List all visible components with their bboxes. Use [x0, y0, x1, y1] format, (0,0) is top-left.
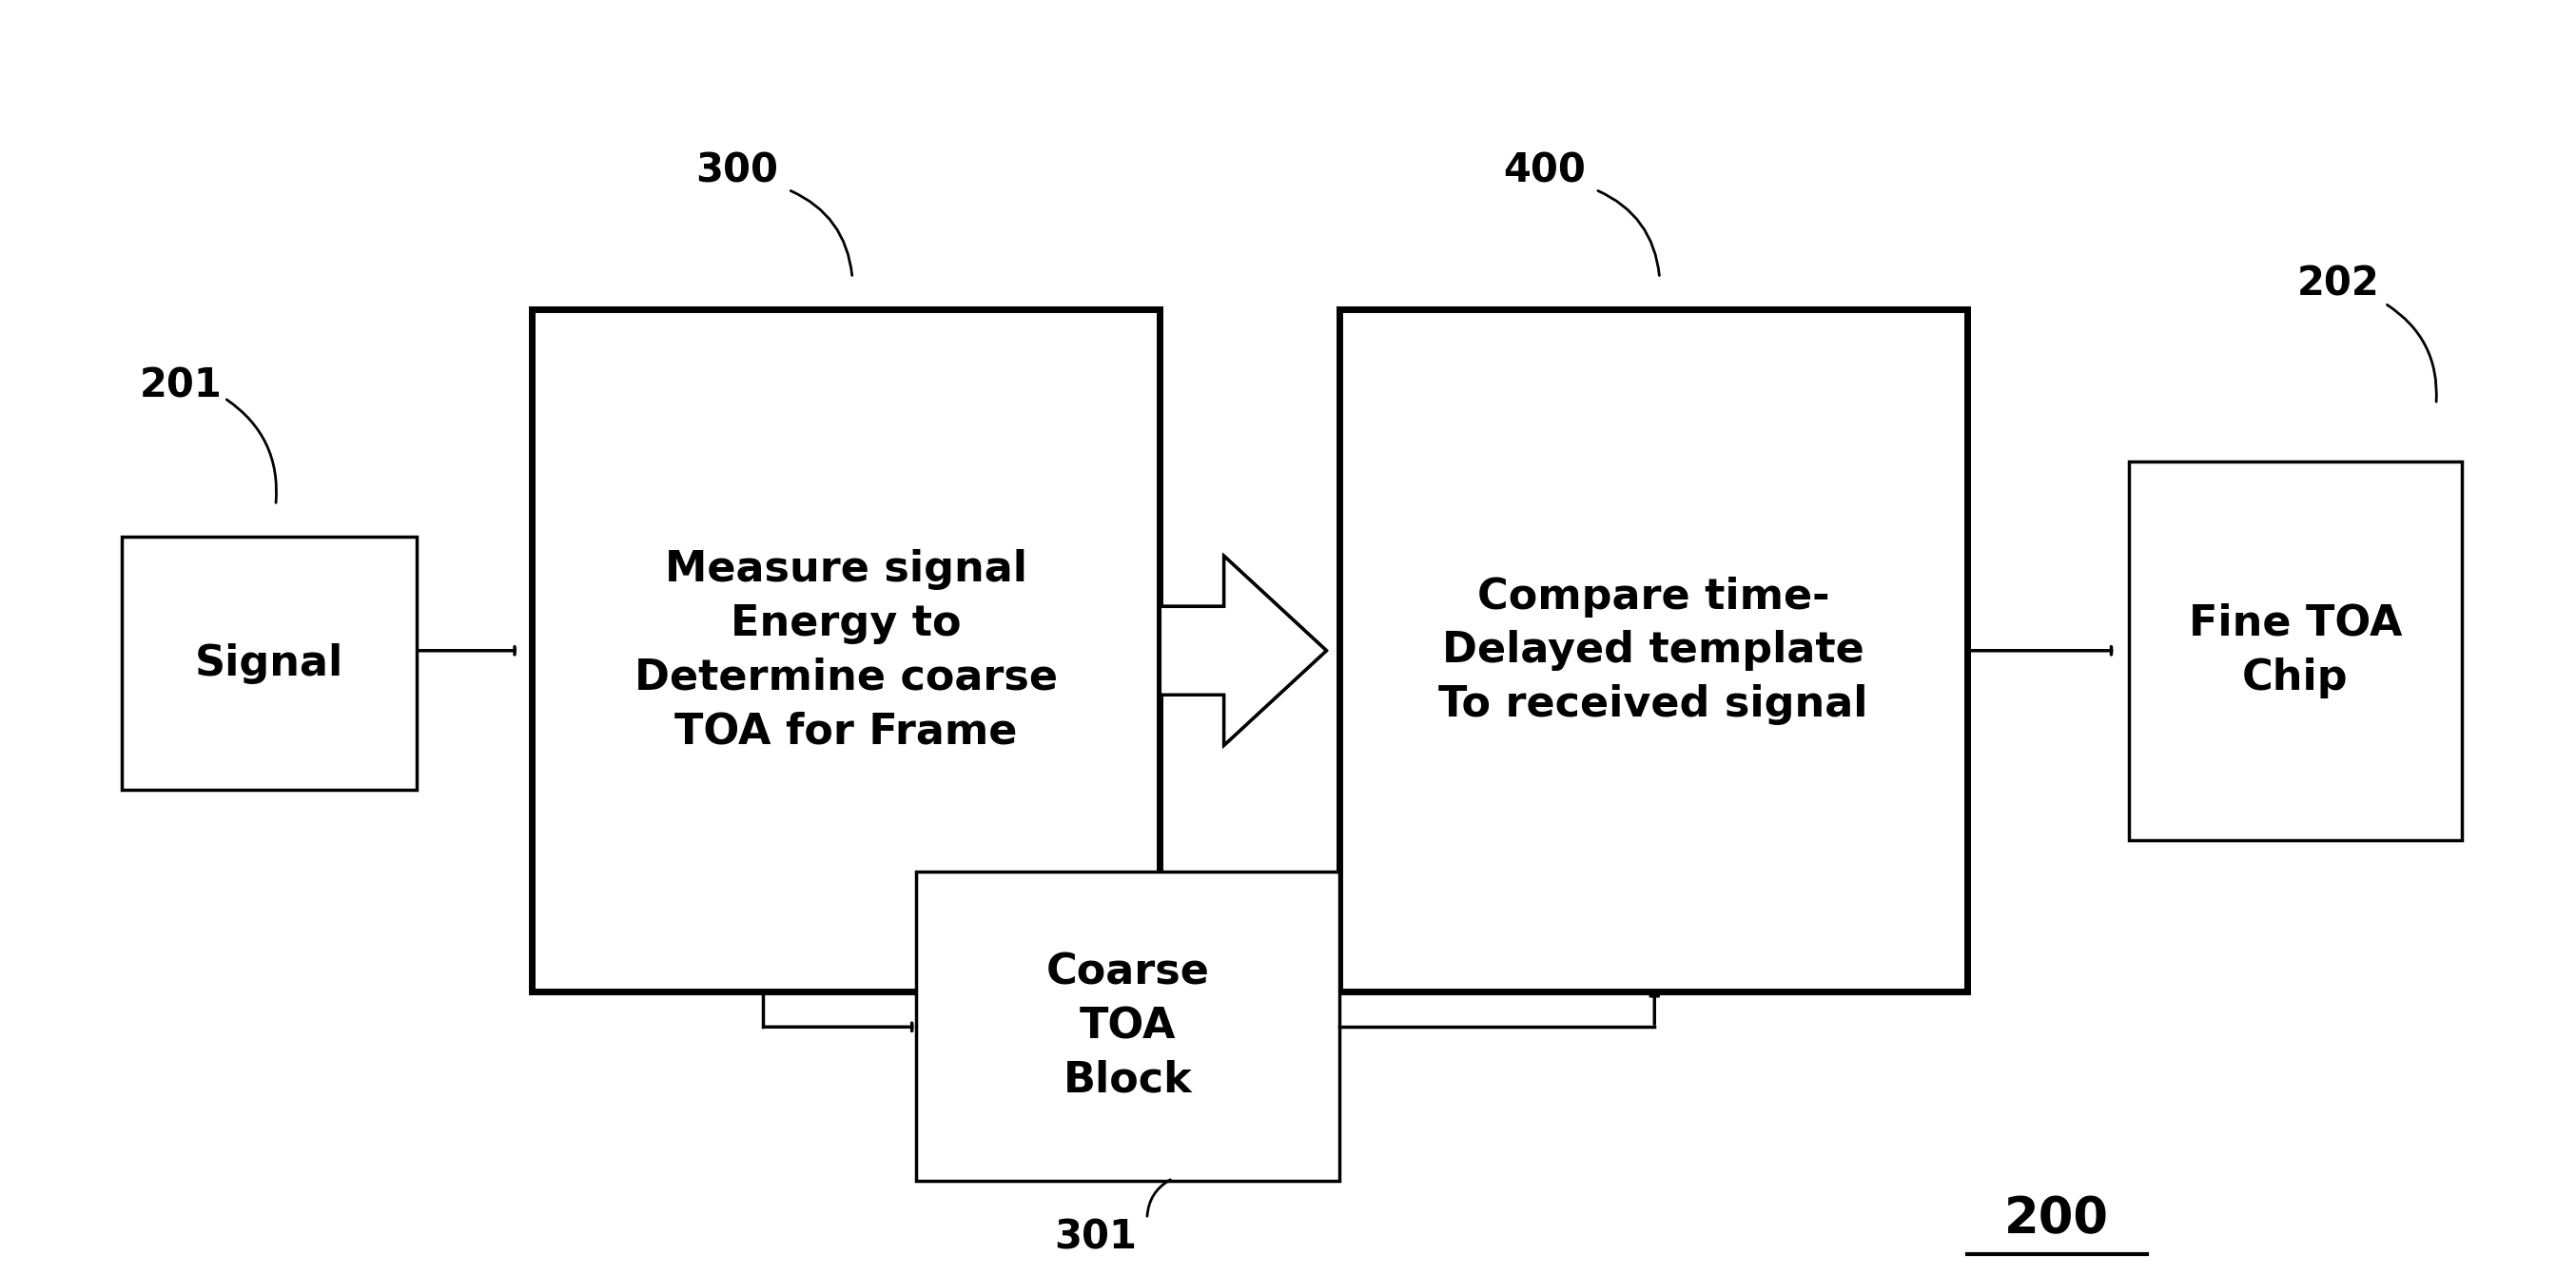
FancyBboxPatch shape [121, 537, 417, 790]
Text: 202: 202 [2298, 264, 2380, 305]
FancyBboxPatch shape [917, 872, 1340, 1182]
Polygon shape [1159, 556, 1327, 745]
Text: 300: 300 [696, 151, 778, 190]
Text: Coarse
TOA
Block: Coarse TOA Block [1046, 952, 1211, 1101]
Text: Fine TOA
Chip: Fine TOA Chip [2190, 604, 2401, 698]
FancyBboxPatch shape [2128, 461, 2463, 840]
Text: 301: 301 [1054, 1217, 1136, 1258]
Text: Compare time-
Delayed template
To received signal: Compare time- Delayed template To receiv… [1437, 577, 1868, 725]
Text: 201: 201 [139, 365, 222, 406]
FancyBboxPatch shape [533, 310, 1159, 991]
Text: 200: 200 [2004, 1194, 2110, 1244]
Text: Measure signal
Energy to
Determine coarse
TOA for Frame: Measure signal Energy to Determine coars… [634, 550, 1059, 752]
Text: 400: 400 [1502, 151, 1587, 190]
Text: Signal: Signal [196, 643, 343, 684]
FancyBboxPatch shape [1340, 310, 1968, 991]
